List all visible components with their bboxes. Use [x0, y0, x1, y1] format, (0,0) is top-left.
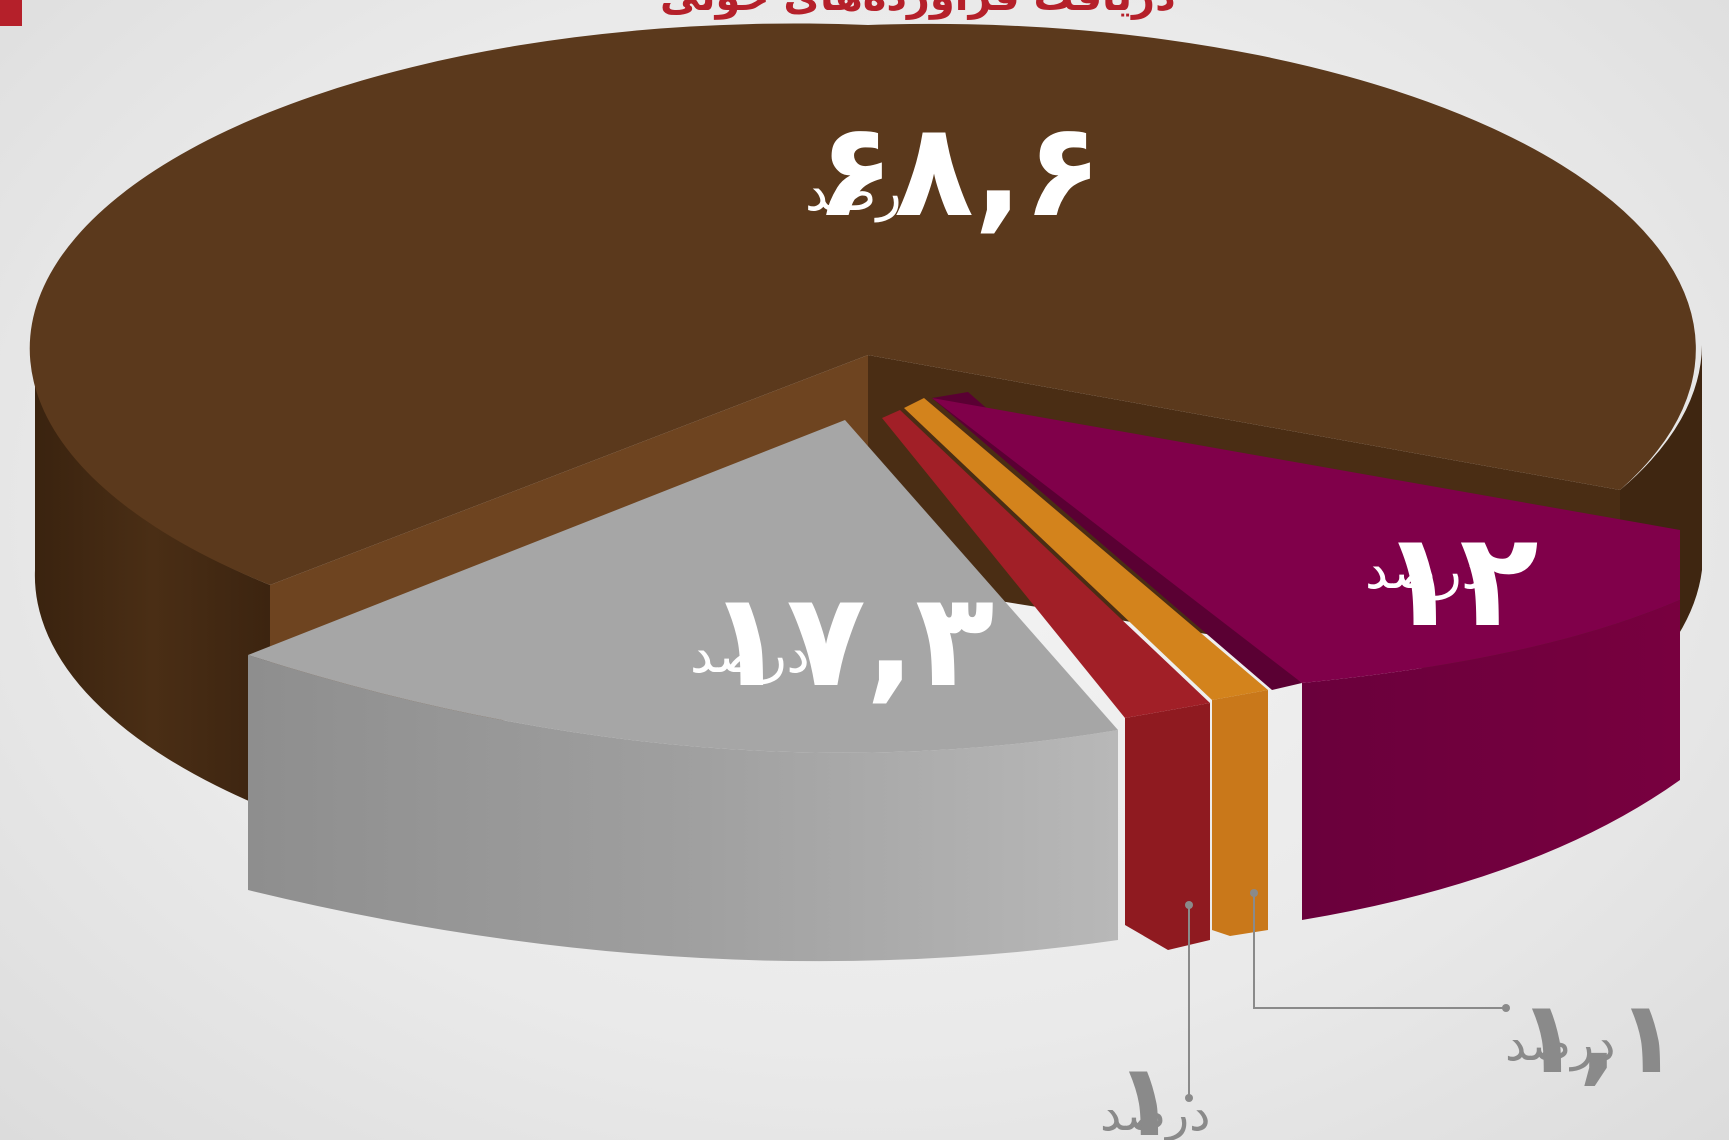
label-red-unit: درصد	[1100, 1086, 1211, 1140]
label-orange: ۱,۱ درصد	[1505, 979, 1678, 1096]
label-gray-value: ۱۷,۳	[707, 564, 994, 716]
leader-dot-orange-start	[1250, 889, 1258, 897]
slice-orange-top	[904, 398, 1268, 700]
title-accent-bar	[0, 0, 22, 26]
label-gray: ۱۷,۳ درصد	[690, 564, 994, 716]
label-purple: ۱۲ درصد	[1365, 504, 1539, 656]
slice-gray-top	[248, 420, 1118, 753]
label-orange-unit: درصد	[1505, 1016, 1616, 1072]
leader-dot-red-end	[1185, 1094, 1193, 1102]
leader-lines	[1185, 889, 1510, 1102]
slice-orange-side	[1212, 690, 1268, 936]
slice-brown-top	[29, 23, 1696, 585]
slice-purple-side	[1302, 600, 1680, 920]
label-purple-unit: درصد	[1365, 541, 1485, 601]
label-red: ۱ درصد	[1100, 1042, 1211, 1140]
slice-gray	[248, 420, 1118, 962]
chart-title-group: دریافت فرآورده‌های خونی	[0, 0, 1176, 26]
slice-brown-side	[34, 345, 270, 810]
slice-red-side	[1125, 703, 1210, 950]
leader-line-orange	[1253, 893, 1506, 1009]
slice-gray-side	[248, 655, 1118, 962]
chart-title: دریافت فرآورده‌های خونی	[660, 0, 1176, 20]
label-brown-unit: درصد	[805, 163, 925, 223]
label-brown-value: ۶۸,۶	[815, 94, 1102, 246]
label-gray-unit: درصد	[690, 625, 810, 685]
slice-orange	[904, 398, 1268, 936]
slice-red-top	[882, 410, 1210, 718]
leader-dot-red-start	[1185, 901, 1193, 909]
slice-purple	[932, 392, 1680, 920]
slice-red	[882, 410, 1210, 950]
label-brown: ۶۸,۶ درصد	[805, 94, 1102, 246]
label-red-value: ۱	[1115, 1042, 1176, 1140]
slice-purple-top	[932, 398, 1680, 683]
label-purple-value: ۱۲	[1380, 504, 1539, 656]
label-orange-value: ۱,۱	[1518, 979, 1678, 1096]
leader-dot-orange-end	[1502, 1004, 1510, 1012]
